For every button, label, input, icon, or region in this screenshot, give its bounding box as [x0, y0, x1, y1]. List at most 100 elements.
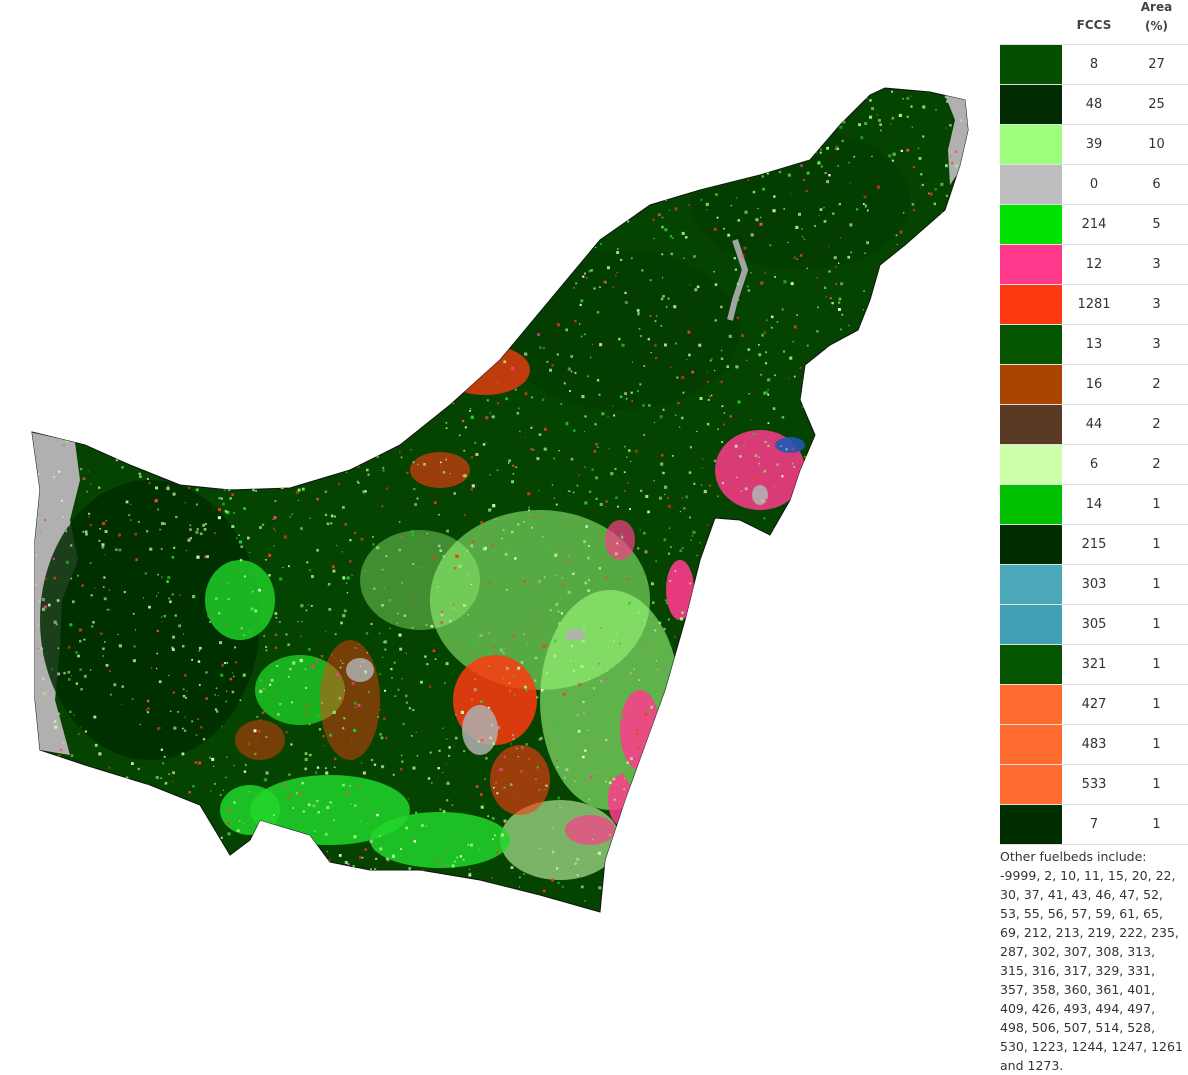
speckle: [496, 469, 499, 472]
speckle: [791, 447, 795, 451]
speckle: [195, 824, 199, 828]
speckle: [917, 394, 921, 397]
speckle: [677, 402, 680, 405]
speckle: [963, 403, 967, 406]
speckle: [666, 120, 668, 122]
speckle: [113, 683, 117, 687]
speckle: [408, 707, 411, 710]
speckle: [459, 721, 462, 724]
speckle: [584, 501, 588, 505]
speckle: [879, 572, 883, 576]
speckle: [261, 282, 265, 286]
speckle: [306, 561, 309, 564]
speckle: [555, 123, 558, 126]
speckle: [326, 806, 330, 810]
speckle: [653, 237, 655, 239]
legend-header-area: Area (%): [1125, 0, 1188, 36]
speckle: [784, 642, 788, 646]
speckle: [394, 695, 397, 697]
speckle: [586, 375, 589, 378]
speckle: [222, 502, 225, 506]
speckle: [474, 881, 478, 885]
speckle: [815, 746, 818, 750]
speckle: [883, 786, 887, 790]
speckle: [668, 903, 670, 905]
legend-swatch: [1000, 565, 1062, 604]
speckle: [828, 623, 831, 626]
speckle: [609, 137, 612, 141]
speckle: [41, 97, 44, 100]
legend-swatch-cell: [1000, 364, 1063, 405]
speckle: [94, 743, 98, 747]
speckle: [346, 333, 348, 335]
speckle: [836, 911, 838, 912]
speckle: [695, 628, 697, 630]
speckle: [290, 265, 292, 268]
speckle: [412, 595, 415, 598]
speckle: [747, 91, 750, 94]
speckle: [272, 175, 274, 177]
speckle: [821, 772, 824, 775]
speckle: [75, 165, 78, 167]
speckle: [167, 387, 170, 390]
speckle: [684, 186, 687, 189]
speckle: [890, 867, 892, 869]
speckle: [630, 757, 633, 761]
speckle: [852, 514, 855, 517]
speckle: [454, 228, 456, 230]
speckle: [587, 556, 590, 560]
speckle: [490, 723, 494, 726]
speckle: [542, 347, 545, 350]
speckle: [664, 493, 666, 495]
speckle: [89, 799, 91, 801]
speckle: [250, 607, 254, 611]
speckle: [153, 395, 156, 398]
speckle: [267, 246, 271, 250]
speckle: [630, 257, 633, 260]
speckle: [104, 326, 107, 329]
speckle: [531, 123, 535, 127]
speckle: [911, 894, 913, 896]
speckle: [399, 273, 401, 275]
speckle: [111, 350, 114, 353]
speckle: [440, 613, 444, 617]
speckle: [311, 349, 314, 352]
speckle: [138, 236, 140, 238]
speckle: [519, 430, 521, 433]
speckle: [316, 799, 319, 803]
speckle: [360, 820, 363, 823]
speckle: [691, 89, 694, 92]
speckle: [736, 197, 738, 199]
speckle: [836, 402, 839, 405]
legend-swatch-cell: [1000, 164, 1063, 205]
speckle: [180, 386, 184, 389]
speckle: [199, 307, 201, 309]
speckle: [65, 439, 69, 443]
speckle: [353, 227, 356, 229]
speckle: [899, 728, 902, 731]
speckle: [200, 862, 202, 864]
speckle: [337, 881, 340, 884]
speckle: [370, 622, 373, 625]
speckle: [435, 154, 438, 157]
speckle: [340, 342, 342, 344]
speckle: [434, 658, 437, 660]
speckle: [305, 609, 308, 612]
speckle: [364, 490, 367, 493]
speckle: [902, 738, 905, 741]
speckle: [155, 412, 159, 415]
speckle: [716, 216, 719, 219]
speckle: [50, 879, 54, 883]
speckle: [827, 767, 829, 769]
speckle: [379, 427, 383, 431]
speckle: [148, 372, 152, 376]
speckle: [634, 449, 638, 453]
speckle: [588, 798, 590, 801]
speckle: [445, 422, 448, 424]
speckle: [614, 135, 617, 138]
speckle: [964, 697, 968, 701]
speckle: [88, 516, 90, 518]
speckle: [596, 379, 600, 382]
speckle: [796, 258, 798, 260]
speckle: [642, 853, 646, 856]
